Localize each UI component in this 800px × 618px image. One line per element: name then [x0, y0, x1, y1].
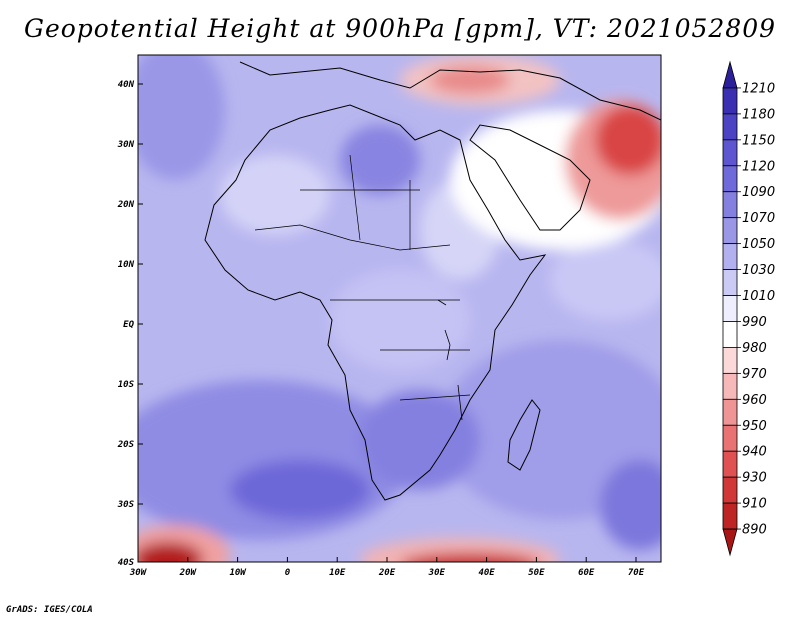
colorbar-label: 950	[742, 419, 767, 434]
colorbar-min-triangle	[722, 528, 738, 557]
y-tick-label: 30S	[117, 500, 135, 510]
colorbar-swatch	[722, 217, 738, 245]
colorbar-swatch	[722, 372, 738, 400]
x-axis: 30W 20W 10W 0 10E 20E 30E 40E 50E 60E 70E	[129, 557, 645, 578]
colorbar-swatch	[722, 243, 738, 270]
colorbar-label: 1180	[742, 107, 775, 122]
plot-frame	[137, 54, 662, 563]
field-sahara-west	[220, 155, 330, 235]
y-tick-label: 20N	[117, 200, 135, 210]
colorbar-label: 1010	[742, 289, 775, 304]
y-axis: 40N 30N 20N 10N EQ 10S 20S 30S 40S	[117, 80, 143, 568]
madagascar-coastline	[507, 399, 541, 471]
country-borders	[254, 154, 471, 401]
field-indian-core	[600, 460, 661, 550]
colorbar-swatch	[722, 191, 738, 219]
field-south-atlantic-core	[230, 460, 370, 520]
field-turkey-core	[430, 66, 510, 94]
colorbar-swatch	[722, 295, 738, 322]
colorbar-swatch	[722, 113, 738, 141]
height-field	[138, 55, 661, 562]
coastlines	[204, 61, 661, 501]
colorbar-label: 890	[742, 523, 767, 538]
colorbar-swatch	[722, 502, 738, 530]
x-tick-label: 30W	[129, 568, 148, 578]
x-tick-label: 40E	[478, 568, 495, 578]
africa-coastline	[204, 104, 547, 501]
y-tick-label: 20S	[117, 440, 135, 450]
colorbar-swatch	[722, 347, 738, 374]
field-s-low-core	[402, 553, 538, 562]
colorbar: 1210 1180 1150 1120 1090 1070 1050 1030 1010 990 9…	[722, 60, 775, 557]
colorbar-swatch	[722, 321, 738, 348]
colorbar-swatch	[722, 269, 738, 296]
x-tick-label: 10W	[229, 568, 247, 578]
colorbar-swatch	[722, 139, 738, 167]
x-tick-label: 10E	[329, 568, 346, 578]
colorbar-swatch	[722, 424, 738, 452]
y-tick-label: 10S	[118, 380, 135, 390]
europe-asia-coastline	[239, 61, 661, 121]
y-tick-label: EQ	[123, 320, 134, 330]
colorbar-label: 1090	[742, 185, 775, 200]
colorbar-swatch	[722, 450, 738, 478]
x-tick-label: 30E	[428, 568, 446, 578]
colorbar-label: 1030	[742, 263, 775, 278]
x-tick-label: 0	[285, 568, 291, 578]
field-south-atlantic	[138, 380, 410, 540]
colorbar-label: 1210	[742, 81, 775, 96]
field-indian-ocean	[440, 340, 661, 520]
x-tick-label: 60E	[578, 568, 595, 578]
colorbar-label: 990	[742, 315, 767, 330]
colorbar-label: 980	[742, 341, 767, 356]
credit-text: GrADS: IGES/COLA	[6, 605, 93, 615]
colorbar-label: 930	[742, 471, 767, 486]
x-tick-label: 70E	[628, 568, 645, 578]
y-tick-label: 10N	[118, 260, 135, 270]
field-arabian-sea	[550, 240, 661, 320]
colorbar-label: 1120	[742, 159, 775, 174]
arabia-coastline	[469, 124, 591, 231]
field-iran-core	[595, 105, 661, 175]
field-north-atlantic	[138, 55, 225, 180]
colorbar-label: 910	[742, 497, 767, 512]
colorbar-swatch	[722, 398, 738, 426]
colorbar-max-triangle	[722, 60, 738, 89]
colorbar-label: 1150	[742, 133, 775, 148]
colorbar-label: 1070	[742, 211, 775, 226]
colorbar-label: 960	[742, 393, 767, 408]
y-tick-label: 40S	[118, 558, 135, 568]
y-tick-label: 40N	[118, 80, 135, 90]
colorbar-swatch	[722, 87, 738, 115]
x-tick-label: 20W	[179, 568, 198, 578]
chart-title: Geopotential Height at 900hPa [gpm], VT:…	[23, 14, 777, 43]
colorbar-swatch	[722, 165, 738, 193]
field-congo	[330, 270, 470, 370]
great-lakes	[437, 299, 463, 421]
x-tick-label: 50E	[528, 568, 545, 578]
field-southern-africa	[360, 390, 480, 490]
y-tick-label: 30N	[117, 140, 135, 150]
colorbar-label: 940	[742, 445, 767, 460]
colorbar-label: 970	[742, 367, 767, 382]
field-sw-low-core	[138, 542, 203, 562]
colorbar-label: 1050	[742, 237, 775, 252]
colorbar-swatch	[722, 476, 738, 504]
x-tick-label: 20E	[378, 568, 396, 578]
field-libya	[340, 125, 420, 195]
